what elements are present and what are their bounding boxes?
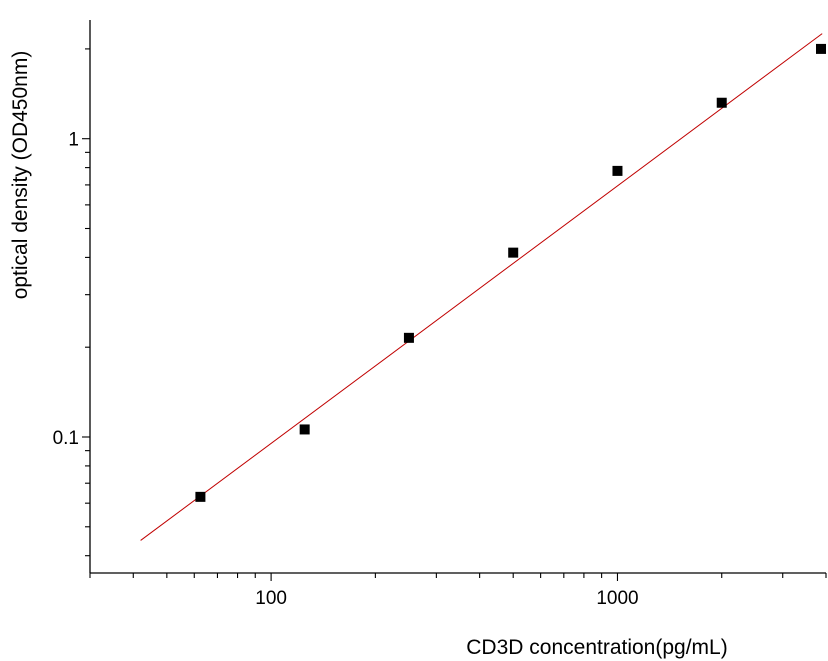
y-axis-title: optical density (OD450nm) xyxy=(9,51,32,300)
x-axis-title: CD3D concentration(pg/mL) xyxy=(466,636,727,659)
x-tick-label: 1000 xyxy=(596,588,638,609)
data-point xyxy=(195,491,206,502)
x-tick-label: 100 xyxy=(255,588,287,609)
fit-line xyxy=(140,33,823,541)
data-point xyxy=(816,43,826,54)
y-tick-label: 1 xyxy=(68,130,79,151)
data-point xyxy=(403,332,414,343)
data-point xyxy=(508,247,519,258)
data-point xyxy=(716,97,727,108)
y-tick-label: 0.1 xyxy=(53,428,79,449)
plot-area: 100 1000 0.1 1 xyxy=(53,20,827,609)
data-point xyxy=(612,165,623,176)
data-point xyxy=(299,424,310,435)
